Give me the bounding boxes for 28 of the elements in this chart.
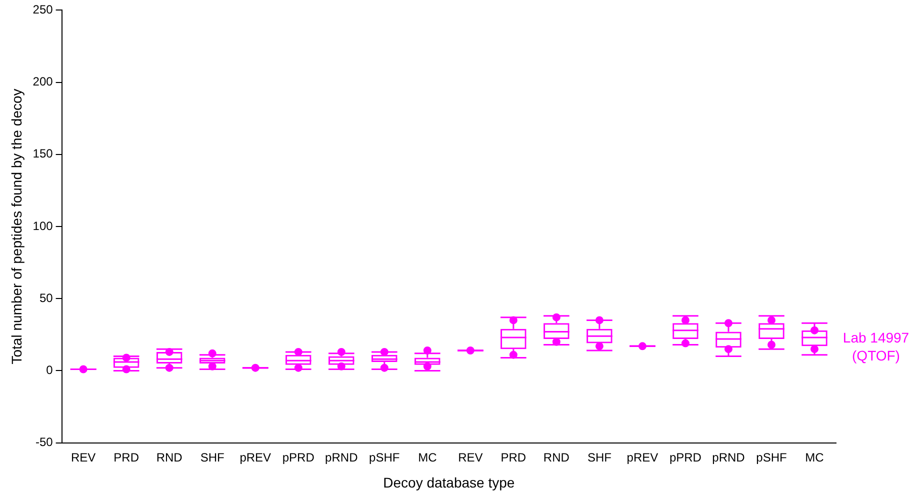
y-tick-label: 100 [32, 218, 54, 233]
y-tick-label: 250 [32, 2, 54, 17]
x-tick-label: pREV [240, 450, 272, 464]
y-tick-label: 0 [46, 363, 54, 378]
x-tick-label: REV [70, 450, 96, 464]
x-tick-label: REV [458, 450, 483, 464]
x-tick-label: PRD [114, 450, 140, 464]
y-tick-label: 150 [32, 146, 54, 161]
x-tick-label: pRND [325, 450, 358, 464]
x-tick-label: RND [543, 450, 570, 464]
y-axis-title: Total number of peptides found by the decoy [8, 88, 24, 364]
y-tick-label: 50 [39, 290, 54, 305]
text: Lab 14997 (QTOF) [842, 329, 910, 364]
y-tick-label: 200 [32, 74, 54, 89]
x-tick-label: RND [156, 450, 183, 464]
x-tick-label: MC [805, 450, 824, 464]
x-tick-label: pPRD [669, 450, 702, 464]
x-tick-label: pSHF [756, 450, 787, 464]
x-axis-title: Decoy database type [383, 474, 515, 490]
x-tick-label: pPRD [282, 450, 315, 464]
x-tick-label: pREV [626, 450, 658, 464]
x-tick-label: SHF [587, 450, 612, 464]
x-tick-label: MC [418, 450, 438, 464]
x-tick-label: SHF [200, 450, 224, 464]
x-tick-label: pSHF [369, 450, 400, 464]
x-tick-label: pRND [712, 450, 746, 464]
x-tick-label: PRD [500, 450, 526, 464]
y-tick-label: -50 [35, 435, 54, 450]
